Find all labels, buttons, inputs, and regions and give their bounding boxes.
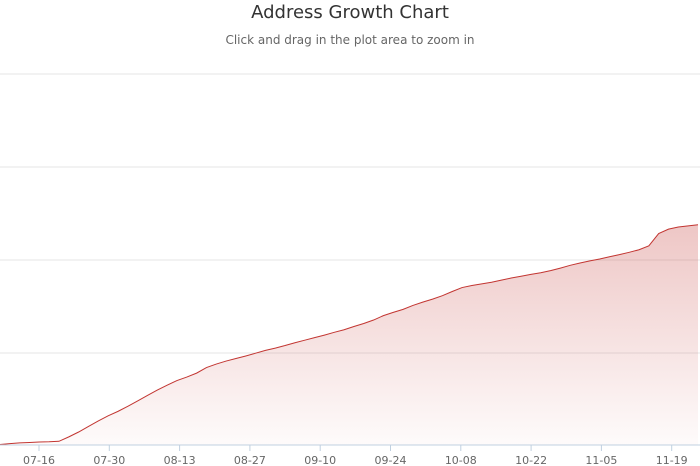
x-axis-ticks [38,445,673,451]
chart-title: Address Growth Chart [251,2,449,23]
grid-lines [0,73,700,354]
series-area-fill [0,224,698,445]
series-line[interactable] [0,224,699,446]
x-tick-label: 10-08 [445,454,477,466]
x-tick-label: 09-24 [375,454,407,466]
x-tick-label: 07-16 [23,454,55,466]
x-tick-label: 11-19 [656,454,688,466]
x-tick-label: 07-30 [93,454,125,466]
x-tick-label: 11-05 [585,454,617,466]
chart-subtitle: Click and drag in the plot area to zoom … [225,33,475,47]
x-tick-label: 09-10 [304,454,336,466]
x-tick-label: 10-22 [515,454,547,466]
x-tick-label: 08-27 [234,454,266,466]
x-axis-tick-labels: 07-16 07-30 08-13 08-27 09-10 09-24 10-08 10-22… [23,454,688,466]
x-tick-label: 08-13 [164,454,196,466]
